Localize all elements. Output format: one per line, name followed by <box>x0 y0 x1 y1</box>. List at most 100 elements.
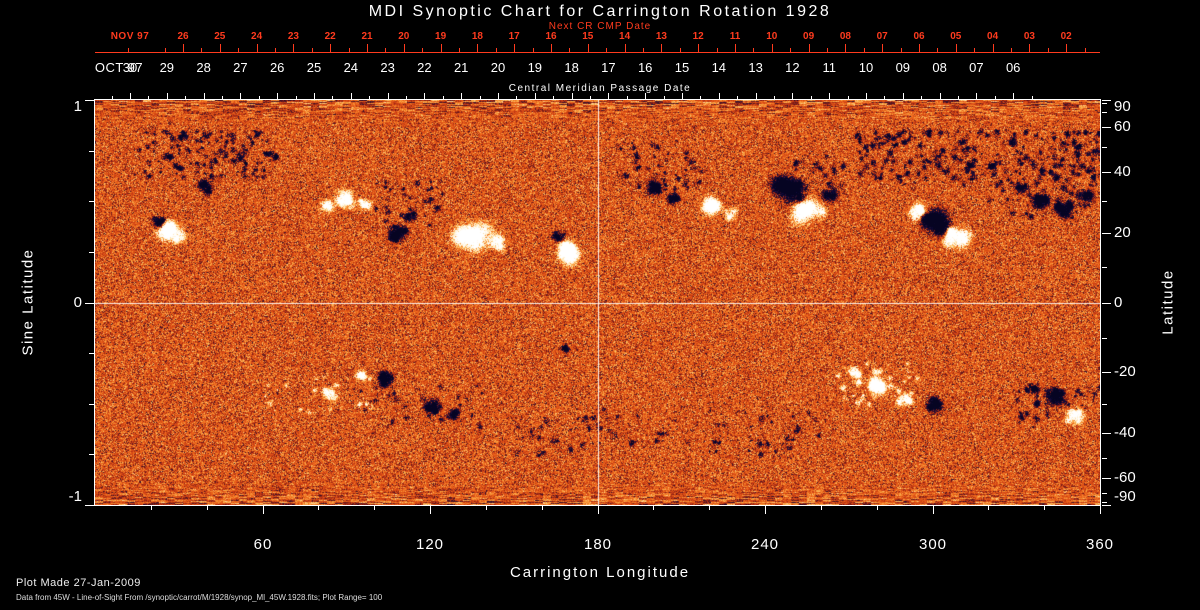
next-cr-minor-tick <box>569 48 570 52</box>
latitude-minor-tick <box>1102 404 1107 405</box>
latitude-minor-tick <box>1102 267 1107 268</box>
next-cr-axis-line <box>95 52 1100 53</box>
cmp-day-label: 23 <box>380 60 394 75</box>
cmp-date-minor-tick <box>553 96 554 99</box>
latitude-major-tick <box>1102 100 1111 101</box>
cmp-day-label: 25 <box>307 60 321 75</box>
next-cr-minor-tick <box>533 48 534 52</box>
cmp-day-label: 07 <box>969 60 983 75</box>
latitude-major-tick <box>1102 372 1111 373</box>
cmp-date-minor-tick <box>811 96 812 99</box>
next-cr-minor-tick <box>422 48 423 52</box>
cmp-day-label: 27 <box>233 60 247 75</box>
longitude-minor-tick <box>151 506 152 510</box>
latitude-major-tick <box>1102 505 1111 506</box>
cmp-day-label: 18 <box>564 60 578 75</box>
cmp-day-label: 08 <box>932 60 946 75</box>
next-cr-day-label: 19 <box>435 31 446 42</box>
latitude-tick-label: 90 <box>1114 98 1131 115</box>
next-cr-day-label: 03 <box>1024 31 1035 42</box>
latitude-tick-label: -90 <box>1114 488 1136 505</box>
cmp-date-tick <box>388 93 389 99</box>
next-cr-minor-tick <box>385 48 386 52</box>
cmp-day-label: 24 <box>344 60 358 75</box>
cmp-date-tick <box>719 93 720 99</box>
latitude-tick-label: 60 <box>1114 118 1131 135</box>
cmp-date-tick <box>498 93 499 99</box>
cmp-date-tick <box>903 93 904 99</box>
next-cr-minor-tick <box>1011 48 1012 52</box>
latitude-major-tick <box>1102 303 1111 304</box>
longitude-minor-tick <box>653 506 654 510</box>
cmp-date-minor-tick <box>112 96 113 99</box>
cmp-day-label: 29 <box>160 60 174 75</box>
next-cr-minor-tick <box>128 48 129 52</box>
next-cr-day-label: 23 <box>288 31 299 42</box>
cmp-date-tick <box>167 93 168 99</box>
next-cr-tick <box>404 44 405 52</box>
sine-latitude-minor-tick <box>89 151 94 152</box>
next-cr-day-label: 10 <box>766 31 777 42</box>
next-cr-day-label: 20 <box>398 31 409 42</box>
cmp-date-minor-tick <box>148 96 149 99</box>
sine-latitude-major-tick <box>85 303 94 304</box>
next-cr-minor-tick <box>1085 48 1086 52</box>
next-cr-tick <box>330 44 331 52</box>
longitude-tick-label: 60 <box>254 536 273 553</box>
cmp-date-minor-tick <box>995 96 996 99</box>
next-cr-minor-tick <box>974 48 975 52</box>
next-cr-tick <box>919 44 920 52</box>
cmp-date-minor-tick <box>700 96 701 99</box>
longitude-minor-tick <box>207 506 208 510</box>
next-cr-minor-tick <box>496 48 497 52</box>
next-cr-day-label: 07 <box>877 31 888 42</box>
longitude-minor-tick <box>821 506 822 510</box>
cmp-date-tick <box>277 93 278 99</box>
next-cr-day-label: 16 <box>545 31 556 42</box>
latitude-tick-label: 20 <box>1114 224 1131 241</box>
sine-latitude-major-tick <box>85 505 94 506</box>
cmp-day-label: 17 <box>601 60 615 75</box>
cmp-date-tick <box>240 93 241 99</box>
latitude-tick-label: -40 <box>1114 424 1136 441</box>
cmp-date-tick <box>645 93 646 99</box>
next-cr-minor-tick <box>349 48 350 52</box>
longitude-major-tick <box>933 506 934 514</box>
next-cr-minor-tick <box>165 48 166 52</box>
longitude-major-tick <box>598 506 599 514</box>
next-cr-day-label: 02 <box>1061 31 1072 42</box>
cmp-date-tick <box>756 93 757 99</box>
next-cr-minor-tick <box>606 48 607 52</box>
next-cr-day-label: 12 <box>693 31 704 42</box>
sine-latitude-tick-label: 1 <box>52 98 82 115</box>
cmp-date-minor-tick <box>884 96 885 99</box>
y-axis-label-right: Latitude <box>1160 269 1177 334</box>
next-cr-tick <box>1066 44 1067 52</box>
next-cr-minor-tick <box>680 48 681 52</box>
cmp-date-tick <box>608 93 609 99</box>
latitude-tick-label: 40 <box>1114 163 1131 180</box>
longitude-tick-label: 240 <box>751 536 779 553</box>
longitude-tick-label: 300 <box>919 536 947 553</box>
sine-latitude-tick-label: -1 <box>52 488 82 505</box>
cmp-date-minor-tick <box>921 96 922 99</box>
next-cr-day-label: 09 <box>803 31 814 42</box>
cmp-day-label: 26 <box>270 60 284 75</box>
cmp-day-label: 12 <box>785 60 799 75</box>
cmp-date-minor-tick <box>590 96 591 99</box>
next-cr-tick <box>514 44 515 52</box>
next-cr-tick <box>845 44 846 52</box>
cmp-date-tick <box>1013 93 1014 99</box>
next-cr-tick <box>625 44 626 52</box>
longitude-tick-label: 120 <box>416 536 444 553</box>
latitude-minor-tick <box>1102 338 1107 339</box>
cmp-day-label: 22 <box>417 60 431 75</box>
cmp-date-tick <box>424 93 425 99</box>
cmp-day-label: 30 <box>123 60 137 75</box>
cmp-date-tick <box>204 93 205 99</box>
next-cr-minor-tick <box>275 48 276 52</box>
cmp-axis-title: Central Meridian Passage Date <box>0 83 1200 94</box>
sine-latitude-minor-tick <box>89 353 94 354</box>
latitude-minor-tick <box>1102 112 1107 113</box>
latitude-major-tick <box>1102 172 1111 173</box>
